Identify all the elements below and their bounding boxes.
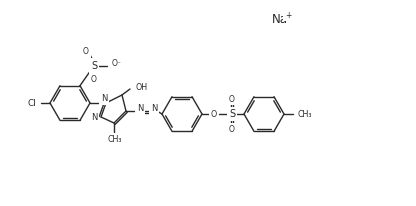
Text: N: N	[101, 94, 107, 103]
Text: O: O	[229, 95, 235, 103]
Text: OH: OH	[136, 82, 148, 91]
Text: O: O	[91, 75, 97, 84]
Text: O: O	[83, 47, 89, 56]
Text: N: N	[137, 103, 143, 112]
Text: O: O	[229, 124, 235, 133]
Text: +: +	[285, 11, 291, 20]
Text: Cl: Cl	[27, 98, 36, 108]
Text: S: S	[91, 61, 97, 71]
Text: S: S	[229, 109, 235, 119]
Text: O: O	[211, 110, 217, 118]
Text: CH₃: CH₃	[108, 135, 122, 144]
Text: O⁻: O⁻	[112, 59, 122, 68]
Text: N: N	[91, 112, 97, 122]
Text: Na: Na	[272, 13, 288, 26]
Text: N: N	[151, 103, 157, 112]
Text: CH₃: CH₃	[298, 110, 312, 118]
